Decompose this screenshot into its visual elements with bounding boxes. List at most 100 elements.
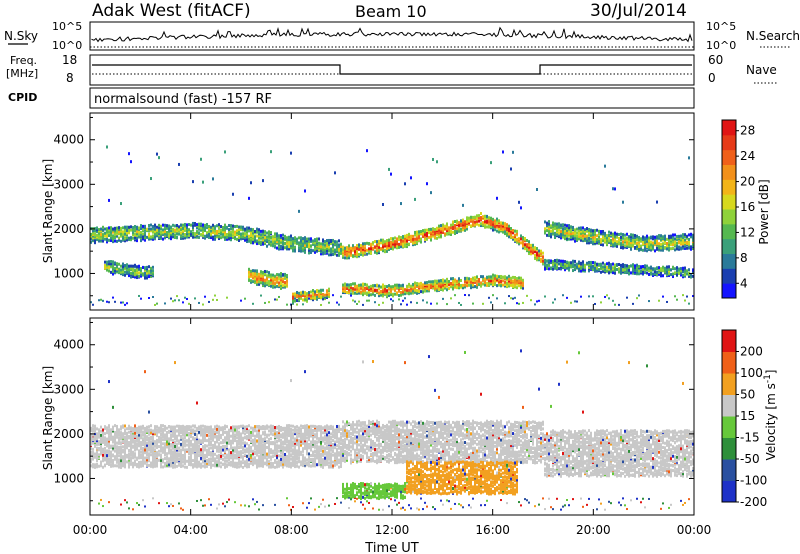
power-cell (406, 303, 408, 306)
power-cell (596, 239, 598, 243)
power-cell (646, 245, 648, 249)
power-cell (580, 229, 582, 233)
velocity-cell (162, 460, 164, 464)
velocity-cell (170, 444, 172, 448)
power-cell (558, 233, 560, 237)
power-cell (434, 281, 436, 285)
velocity-cell (140, 446, 142, 450)
power-cell (452, 278, 454, 282)
power-cell (316, 295, 318, 298)
power-colorbar-swatch-4 (722, 223, 736, 240)
power-cell (586, 229, 588, 233)
power-cell (596, 266, 598, 270)
power-cell (272, 241, 274, 245)
velocity-cell (172, 442, 174, 446)
power-cell (298, 209, 300, 213)
velocity-cell (150, 437, 152, 441)
power-cell (448, 279, 450, 283)
power-cell (246, 232, 248, 236)
power-cell (224, 150, 226, 154)
power-cell (650, 247, 652, 251)
power-cell (542, 255, 544, 259)
power-cell (602, 243, 604, 247)
power-cell (352, 246, 354, 250)
power-cell (382, 238, 384, 242)
power-cell (332, 245, 334, 249)
power-cell (474, 220, 476, 224)
power-cell (610, 266, 612, 270)
power-cell (540, 252, 542, 256)
velocity-cell (120, 465, 122, 469)
power-cell (318, 243, 320, 247)
power-cell (520, 286, 522, 290)
power-cell (636, 244, 638, 248)
power-cell (154, 233, 156, 237)
power-cell (338, 246, 340, 250)
power-cell (130, 264, 132, 268)
power-cell (314, 297, 316, 301)
power-cell (370, 251, 372, 255)
power-cell (478, 219, 480, 223)
power-cell (510, 297, 512, 300)
power-cell (328, 287, 330, 291)
velocity-cell (200, 424, 202, 428)
power-cell (532, 245, 534, 249)
power-cell (442, 229, 444, 233)
power-cell (490, 225, 492, 229)
velocity-cell (184, 457, 186, 461)
power-cell (102, 225, 104, 229)
power-cell (282, 241, 284, 245)
velocity-cell (152, 463, 154, 467)
power-cell (592, 264, 594, 268)
velocity-cell (154, 440, 156, 444)
power-cell (580, 295, 582, 298)
power-cell (612, 240, 614, 244)
power-cell (110, 226, 112, 230)
velocity-cell (108, 457, 110, 461)
velocity-cell (120, 435, 122, 439)
power-cell (300, 243, 302, 247)
power-cell (344, 256, 346, 260)
power-cell (602, 239, 604, 243)
power-cell (300, 238, 302, 242)
power-cell (344, 289, 346, 293)
power-cell (580, 265, 582, 269)
power-cell (672, 237, 674, 241)
power-cell (338, 248, 340, 252)
power-cell (186, 297, 188, 300)
power-cell (464, 220, 466, 224)
velocity-cell (134, 426, 136, 430)
power-cell (192, 231, 194, 235)
power-cell (424, 281, 426, 285)
power-cell (534, 249, 536, 253)
power-cell (438, 282, 440, 286)
power-cell (590, 240, 592, 244)
power-cell (252, 302, 254, 305)
power-cells (90, 145, 694, 306)
velocity-cell (100, 444, 102, 448)
velocity-cell (134, 439, 136, 443)
power-cell (358, 254, 360, 258)
power-cell (572, 262, 574, 266)
velocity-cell (136, 456, 138, 460)
power-cell (372, 246, 374, 250)
velocity-cell (102, 456, 104, 460)
power-cell (544, 295, 546, 298)
power-cell (114, 266, 116, 270)
power-cell (248, 226, 250, 230)
power-cell (304, 236, 306, 240)
power-cell (316, 240, 318, 244)
power-cell (592, 261, 594, 265)
velocity-cell (124, 460, 126, 464)
power-cell (168, 236, 170, 240)
power-cell (328, 301, 330, 304)
power-cell (604, 164, 606, 168)
power-cell (688, 233, 690, 237)
power-cell (430, 230, 432, 234)
power-cell (608, 233, 610, 237)
power-cell (140, 227, 142, 231)
power-cell (548, 229, 550, 233)
power-cell (326, 289, 328, 293)
power-cell (188, 228, 190, 232)
power-cell (306, 292, 308, 296)
